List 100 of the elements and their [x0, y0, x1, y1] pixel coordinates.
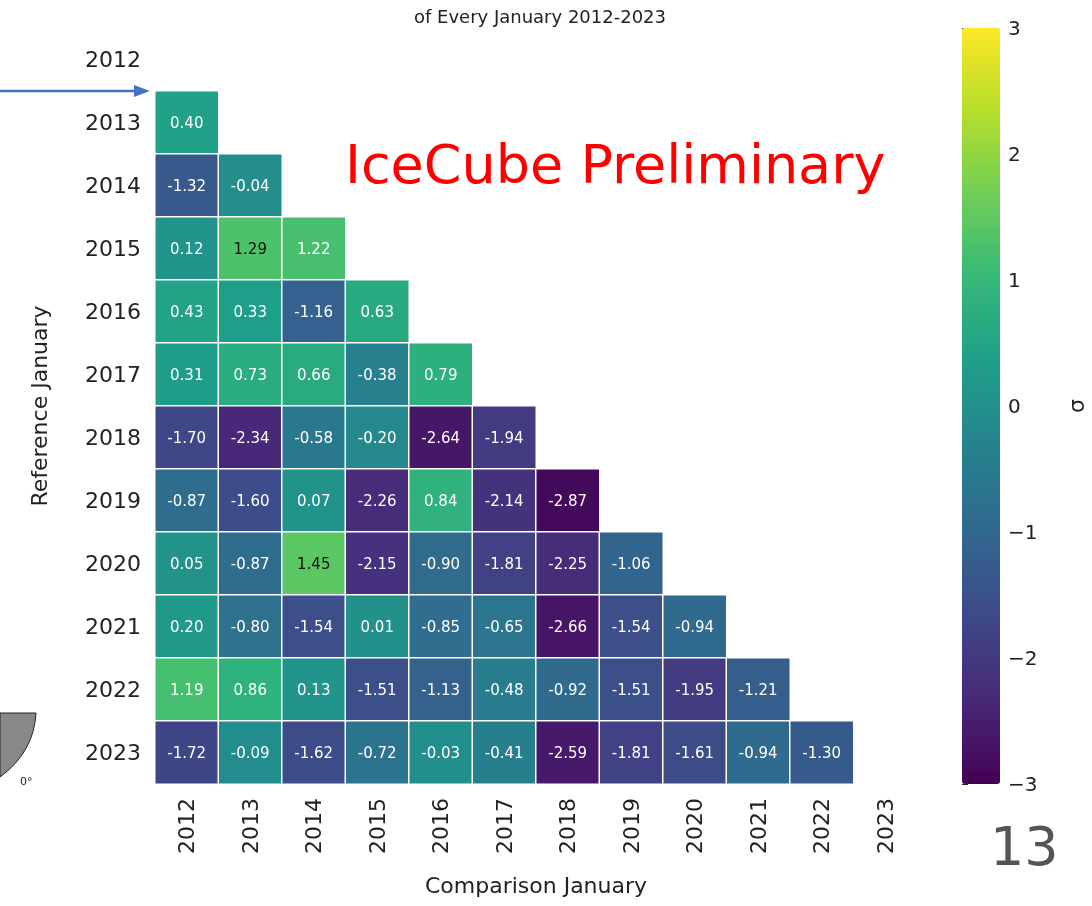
y-tick-label: 2012: [85, 47, 141, 72]
color-bar-label: 2: [1008, 142, 1021, 166]
y-tick-label: 2018: [85, 425, 141, 450]
data-label: -1.70: [167, 428, 207, 447]
data-label: 0.12: [170, 239, 204, 258]
data-label: -1.62: [294, 743, 334, 762]
data-label: -0.03: [421, 743, 461, 762]
data-label: -2.87: [548, 491, 588, 510]
data-label: 1.22: [297, 239, 331, 258]
data-label: -2.64: [421, 428, 461, 447]
chart-title: of Every January 2012-2023: [413, 5, 667, 27]
y-tick-label: 2016: [85, 299, 141, 324]
data-label: -0.65: [484, 617, 524, 636]
text: 13: [990, 815, 1059, 878]
data-label: -1.72: [167, 743, 207, 762]
y-tick-label: 2013: [85, 110, 141, 135]
data-label: -0.41: [484, 743, 524, 762]
color-bar-label: −3: [1008, 772, 1038, 796]
data-label: -1.13: [421, 680, 461, 699]
data-label: -0.90: [421, 554, 461, 573]
data-label: -2.34: [230, 428, 270, 447]
data-label: 0.01: [360, 617, 394, 636]
x-tick-label: 2016: [428, 798, 454, 854]
y-tick-label: 2020: [85, 551, 141, 576]
data-label: 0.40: [170, 113, 204, 132]
x-tick-label: 2020: [682, 798, 708, 854]
x-tick-label: 2018: [555, 798, 581, 854]
data-label: 0.33: [233, 302, 267, 321]
data-label: -1.94: [484, 428, 524, 447]
data-label: -0.94: [738, 743, 778, 762]
data-label: -0.85: [421, 617, 461, 636]
data-label: 0.63: [360, 302, 394, 321]
data-label: 0.20: [170, 617, 204, 636]
data-label: -0.80: [230, 617, 270, 636]
x-tick-label: 2022: [809, 798, 835, 854]
color-bar-label: 1: [1008, 268, 1021, 292]
data-label: -0.58: [294, 428, 334, 447]
data-label: 0.86: [233, 680, 267, 699]
data-label: -2.14: [484, 491, 524, 510]
annotation: IceCube Preliminary: [345, 133, 886, 196]
data-label: -0.09: [230, 743, 270, 762]
data-label: 0.66: [297, 365, 331, 384]
data-label: -1.51: [357, 680, 397, 699]
data-label: -0.87: [230, 554, 270, 573]
data-label: 1.29: [233, 239, 267, 258]
data-label: 0.79: [424, 365, 458, 384]
data-label: -1.30: [802, 743, 842, 762]
y-tick-label: 2015: [85, 236, 141, 261]
data-label: -2.15: [357, 554, 397, 573]
x-tick-label: 2015: [364, 798, 390, 854]
data-label: -0.92: [548, 680, 588, 699]
data-label: -0.48: [484, 680, 524, 699]
x-axis-title: Comparison January: [424, 872, 648, 898]
data-label: -0.94: [675, 617, 715, 636]
color-bar-title: σ: [1063, 398, 1089, 413]
x-tick-label: 2021: [745, 798, 771, 854]
data-label: 1.19: [170, 680, 204, 699]
color-bar-label: 3: [1008, 16, 1021, 40]
x-tick-label: 2017: [491, 798, 517, 854]
data-label: 0.43: [170, 302, 204, 321]
data-label: 0.07: [297, 491, 331, 510]
data-label: 0.13: [297, 680, 331, 699]
data-label: -1.51: [611, 680, 651, 699]
color-bar-label: −1: [1008, 520, 1038, 544]
data-label: -1.16: [294, 302, 334, 321]
y-tick-label: 2022: [85, 677, 141, 702]
data-label: -1.32: [167, 176, 207, 195]
data-label: -1.60: [230, 491, 270, 510]
data-label: -0.87: [167, 491, 207, 510]
data-label: -0.72: [357, 743, 397, 762]
data-label: -1.81: [611, 743, 651, 762]
text: 0°: [20, 775, 33, 788]
y-axis-title: Reference January: [26, 305, 52, 507]
color-bar-label: 0: [1008, 394, 1021, 418]
data-label: 0.05: [170, 554, 204, 573]
data-label: -0.04: [230, 176, 270, 195]
y-tick-label: 2017: [85, 362, 141, 387]
data-label: -1.54: [294, 617, 334, 636]
data-label: 1.45: [297, 554, 331, 573]
x-tick-label: 2023: [872, 798, 898, 854]
data-label: -1.61: [675, 743, 715, 762]
x-tick-label: 2014: [301, 798, 327, 854]
x-tick-label: 2012: [174, 798, 200, 854]
data-label: -2.25: [548, 554, 588, 573]
data-label: -1.21: [738, 680, 778, 699]
y-tick-label: 2021: [85, 614, 141, 639]
data-label: -2.26: [357, 491, 397, 510]
data-label: -1.95: [675, 680, 715, 699]
x-tick-label: 2013: [237, 798, 263, 854]
data-label: 0.31: [170, 365, 204, 384]
data-label: -2.66: [548, 617, 588, 636]
color-bar-label: −2: [1008, 646, 1038, 670]
y-tick-label: 2023: [85, 740, 141, 765]
data-label: -0.20: [357, 428, 397, 447]
y-tick-label: 2014: [85, 173, 141, 198]
data-label: -2.59: [548, 743, 588, 762]
data-label: -1.81: [484, 554, 524, 573]
data-label: -0.38: [357, 365, 397, 384]
data-label: -1.06: [611, 554, 651, 573]
y-tick-label: 2019: [85, 488, 141, 513]
